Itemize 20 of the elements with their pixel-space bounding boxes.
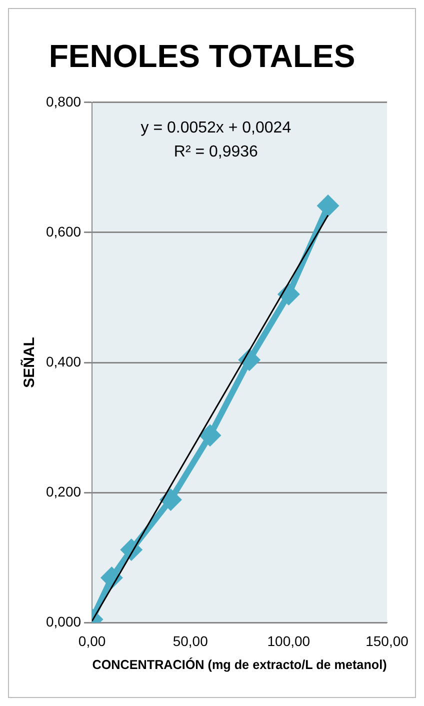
annotation: R² = 0,9936 bbox=[174, 143, 258, 160]
y-tick-label: 0,200 bbox=[46, 483, 82, 500]
x-tick-label: 150,00 bbox=[366, 632, 409, 649]
point bbox=[318, 196, 338, 216]
x-axis-title: CONCENTRACIÓN (mg de extracto/L de metanol) bbox=[92, 656, 387, 672]
chart-title: FENOLES TOTALES bbox=[48, 38, 356, 74]
x-tick-label: 100,00 bbox=[267, 632, 310, 649]
annotation: y = 0.0052x + 0,0024 bbox=[140, 119, 292, 136]
point bbox=[278, 284, 299, 304]
y-tick-label: 0,800 bbox=[46, 93, 82, 110]
point bbox=[239, 350, 260, 370]
point bbox=[200, 425, 220, 446]
y-tick-label: 0,400 bbox=[46, 353, 82, 370]
x-tick-label: 50,00 bbox=[172, 632, 208, 649]
y-tick-label: 0,000 bbox=[46, 613, 82, 630]
point bbox=[102, 568, 122, 588]
x-tick-label: 0,00 bbox=[78, 632, 106, 649]
y-axis-title: SEÑAL bbox=[20, 337, 38, 388]
y-tick-label: 0,600 bbox=[46, 223, 82, 240]
point bbox=[160, 490, 181, 510]
